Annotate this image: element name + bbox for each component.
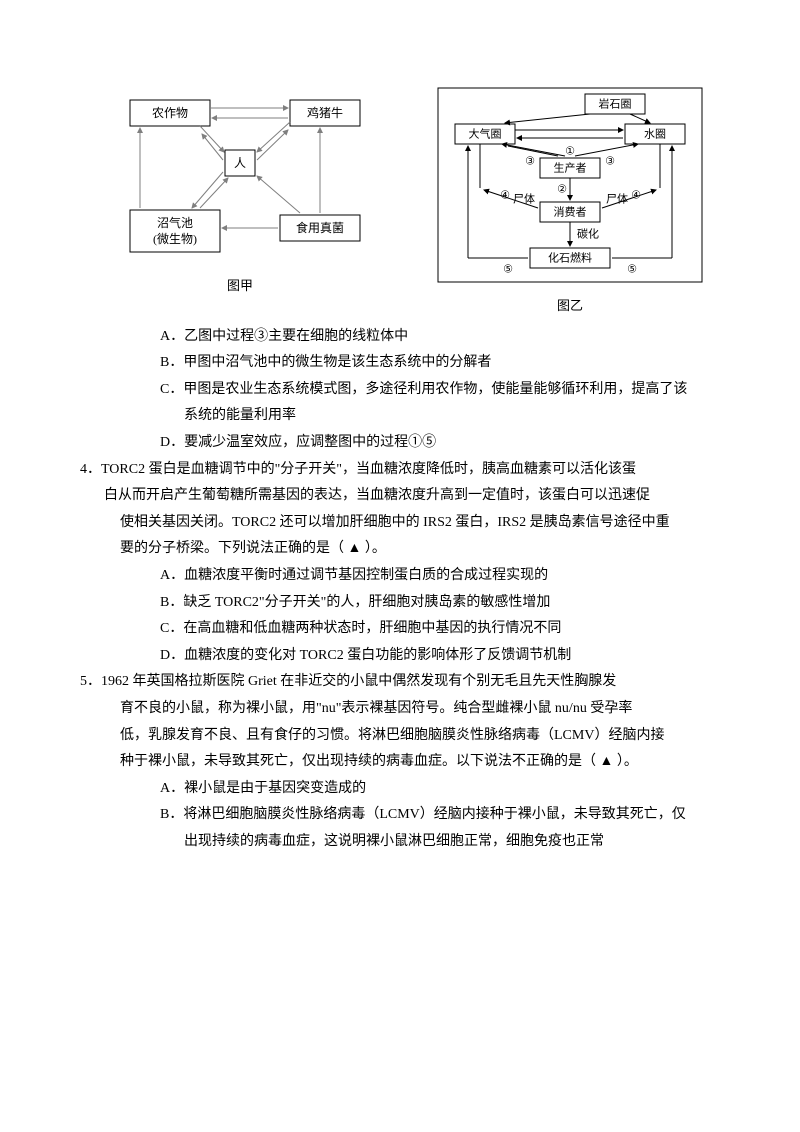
node-producer: 生产者 xyxy=(554,161,587,175)
q4-options: A．血糖浓度平衡时通过调节基因控制蛋白质的合成过程实现的 B．缺乏 TORC2"… xyxy=(160,563,740,669)
q5-stem2: 育不良的小鼠，称为裸小鼠，用"nu"表示裸基因符号。纯合型雌裸小鼠 nu/nu … xyxy=(120,696,740,723)
q3-opt-a: A．乙图中过程③主要在细胞的线粒体中 xyxy=(160,324,740,351)
diagram-b-svg: 岩石圈 大气圈 水圈 生产者 消费者 化石燃料 ③ ③ xyxy=(430,80,710,290)
diagrams-row: 农作物 鸡猪牛 人 沼气池 (微生物) 食用真菌 图甲 xyxy=(80,80,740,319)
node-biogas2: (微生物) xyxy=(153,232,197,246)
q4-opt-b: B．缺乏 TORC2"分子开关"的人，肝细胞对胰岛素的敏感性增加 xyxy=(160,590,740,617)
node-atmos: 大气圈 xyxy=(469,127,502,141)
circ-4a: ④ xyxy=(500,190,510,202)
node-mushroom: 食用真菌 xyxy=(296,220,344,235)
node-animals: 鸡猪牛 xyxy=(307,105,343,120)
q4-stem4: 要的分子桥梁。下列说法正确的是（ ▲ ）。 xyxy=(120,536,740,563)
node-fossil: 化石燃料 xyxy=(548,251,592,265)
q3-opt-c2: 系统的能量利用率 xyxy=(184,403,740,430)
q4-stem2: 白从而开启产生葡萄糖所需基因的表达，当血糖浓度升高到一定值时，该蛋白可以迅速促 xyxy=(104,483,740,510)
q3-opt-d: D．要减少温室效应，应调整图中的过程①⑤ xyxy=(160,430,740,457)
node-consumer: 消费者 xyxy=(554,205,587,219)
circ-3a: ③ xyxy=(525,156,535,168)
q3-opt-b: B．甲图中沼气池中的微生物是该生态系统中的分解者 xyxy=(160,350,740,377)
q3-options: A．乙图中过程③主要在细胞的线粒体中 B．甲图中沼气池中的微生物是该生态系统中的… xyxy=(160,324,740,457)
q5-stem1: 5．1962 年英国格拉斯医院 Griet 在非近交的小鼠中偶然发现有个别无毛且… xyxy=(80,669,740,696)
circ-3b: ③ xyxy=(605,156,615,168)
q4-opt-c: C．在高血糖和低血糖两种状态时，肝细胞中基因的执行情况不同 xyxy=(160,616,740,643)
node-crop: 农作物 xyxy=(152,106,188,120)
circ-5a: ⑤ xyxy=(503,264,513,276)
q4-opt-d: D．血糖浓度的变化对 TORC2 蛋白功能的影响体形了反馈调节机制 xyxy=(160,643,740,670)
q5-opt-a: A．裸小鼠是由于基因突变造成的 xyxy=(160,776,740,803)
q4-stem3: 使相关基因关闭。TORC2 还可以增加肝细胞中的 IRS2 蛋白，IRS2 是胰… xyxy=(120,510,740,537)
corpse-b: 尸体 xyxy=(606,192,628,206)
diagram-b: 岩石圈 大气圈 水圈 生产者 消费者 化石燃料 ③ ③ xyxy=(430,80,710,319)
node-water: 水圈 xyxy=(644,128,666,141)
node-biogas1: 沼气池 xyxy=(157,215,193,230)
q3-opt-c1: C．甲图是农业生态系统模式图，多途径利用农作物，使能量能够循环利用，提高了该 xyxy=(160,377,740,404)
q5-options: A．裸小鼠是由于基因突变造成的 B．将淋巴细胞脑膜炎性脉络病毒（LCMV）经脑内… xyxy=(160,776,740,856)
node-rock: 岩石圈 xyxy=(599,97,632,111)
q5-stem4: 种于裸小鼠，未导致其死亡，仅出现持续的病毒血症。以下说法不正确的是（ ▲ ）。 xyxy=(120,749,740,776)
diagram-a-caption: 图甲 xyxy=(110,274,370,299)
diagram-b-caption: 图乙 xyxy=(430,294,710,319)
circ-5b: ⑤ xyxy=(627,264,637,276)
q4-stem1: 4．TORC2 蛋白是血糖调节中的"分子开关"，当血糖浓度降低时，胰高血糖素可以… xyxy=(80,457,740,484)
corpse-a: 尸体 xyxy=(513,192,535,206)
q5-stem3: 低，乳腺发育不良、且有食仔的习惯。将淋巴细胞脑膜炎性脉络病毒（LCMV）经脑内接 xyxy=(120,723,740,750)
carbon: 碳化 xyxy=(577,227,599,241)
circ-1: ① xyxy=(565,146,575,158)
q5-opt-b2: 出现持续的病毒血症，这说明裸小鼠淋巴细胞正常，细胞免疫也正常 xyxy=(184,829,740,856)
diagram-a-svg: 农作物 鸡猪牛 人 沼气池 (微生物) 食用真菌 xyxy=(110,80,370,270)
q4-opt-a: A．血糖浓度平衡时通过调节基因控制蛋白质的合成过程实现的 xyxy=(160,563,740,590)
q5-opt-b1: B．将淋巴细胞脑膜炎性脉络病毒（LCMV）经脑内接种于裸小鼠，未导致其死亡，仅 xyxy=(160,802,740,829)
circ-4b: ④ xyxy=(631,190,641,202)
node-human: 人 xyxy=(234,156,246,170)
circ-2: ② xyxy=(557,184,567,196)
diagram-a: 农作物 鸡猪牛 人 沼气池 (微生物) 食用真菌 图甲 xyxy=(110,80,370,299)
